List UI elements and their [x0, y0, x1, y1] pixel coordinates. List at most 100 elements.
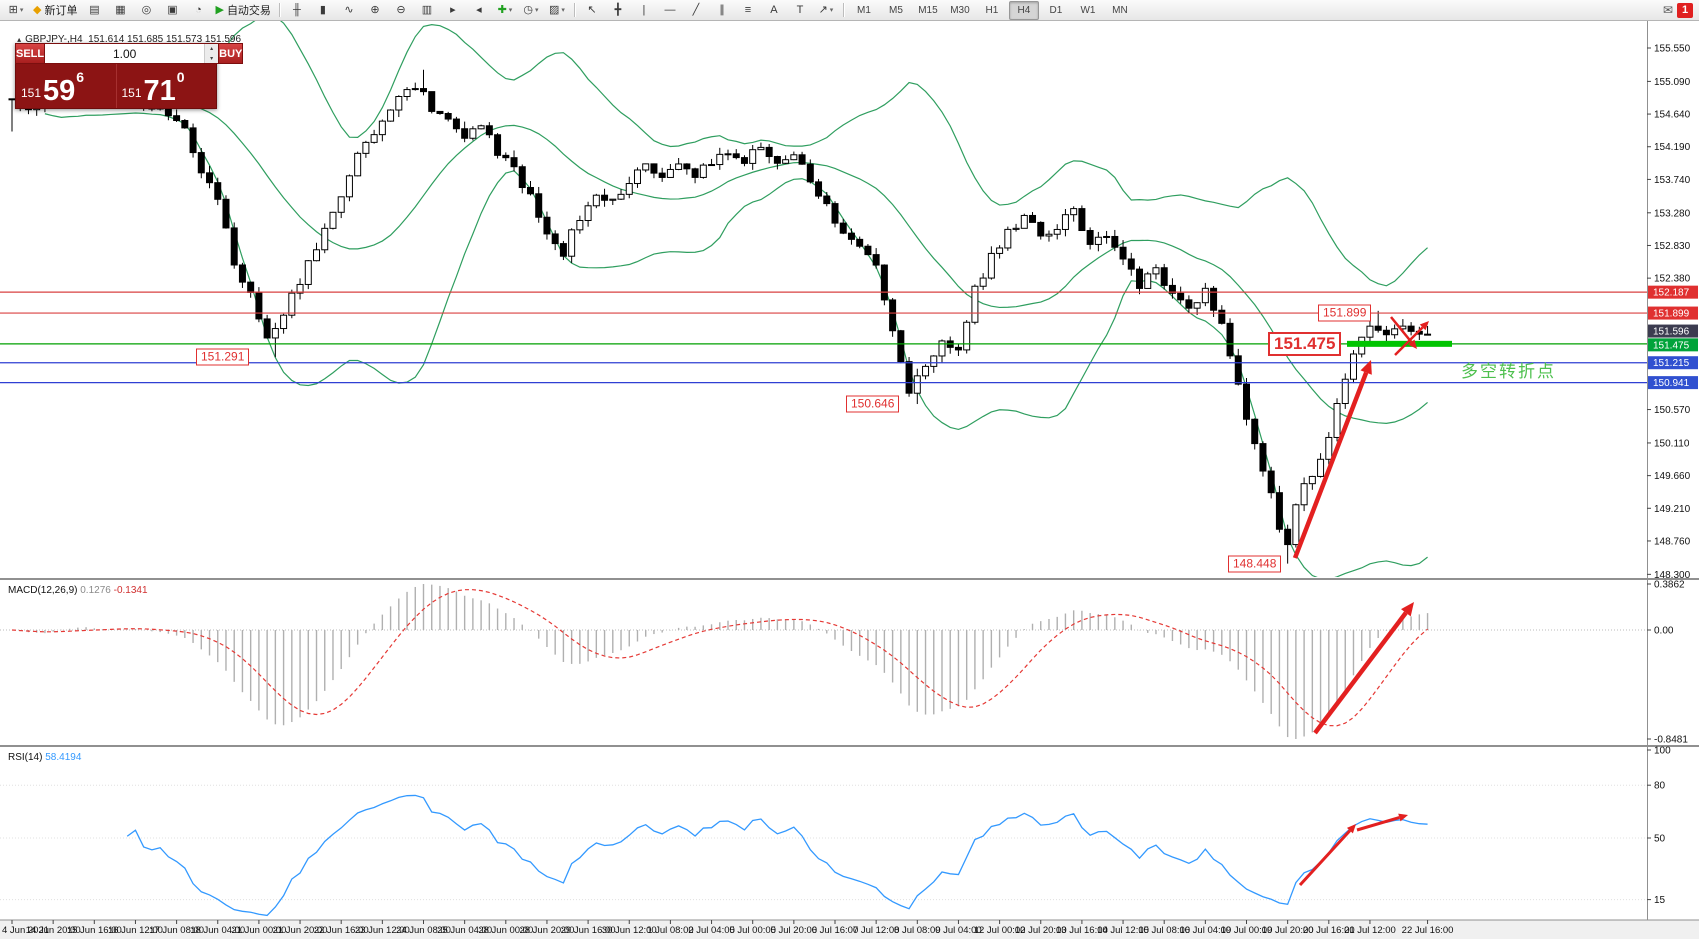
volume-down-icon[interactable]: ▾: [205, 53, 219, 63]
bar-chart-button[interactable]: ╫: [285, 1, 309, 20]
auto-scroll-icon: ▸: [450, 3, 456, 16]
price-callout-151.899[interactable]: 151.899: [1318, 304, 1372, 322]
trend-arrows[interactable]: [1292, 316, 1429, 887]
templates-button-dropdown-icon[interactable]: ▾: [561, 7, 565, 14]
timeframe-h1-button[interactable]: H1: [985, 4, 999, 16]
rsi-axis[interactable]: 100 80 50 15: [1647, 746, 1671, 907]
fibonacci-button[interactable]: ≡: [736, 1, 760, 20]
strategy-tester-button[interactable]: ◔: [186, 1, 210, 20]
timeframe-mn-button[interactable]: MN: [1112, 4, 1128, 16]
autotrading-icon: ▶: [215, 3, 224, 16]
toolbar-separator: [278, 3, 280, 17]
text-icon: A: [770, 3, 778, 16]
candlestick-chart-button[interactable]: ▮: [311, 1, 335, 20]
data-window-icon: ▦: [115, 3, 126, 16]
channel-button[interactable]: ∥: [710, 1, 734, 20]
arrows-button[interactable]: ↗ ▾: [814, 1, 838, 20]
panel-separators[interactable]: [0, 20, 1699, 921]
periods-button-dropdown-icon[interactable]: ▾: [534, 7, 539, 14]
svg-text:28 Jun 20:00: 28 Jun 20:00: [519, 925, 574, 936]
new-order-button[interactable]: ◆ 新订单: [30, 1, 80, 20]
macd-axis[interactable]: 0.3862 0.00 -0.8481: [1647, 580, 1688, 746]
volume-up-icon[interactable]: ▴: [205, 44, 219, 54]
new-chart-button[interactable]: ⊞ ▾: [4, 1, 28, 20]
templates-button[interactable]: ▨ ▾: [545, 1, 569, 20]
terminal-button[interactable]: ▣: [160, 1, 184, 20]
ask-price[interactable]: 151 71 0: [117, 64, 217, 108]
market-watch-icon: ▤: [89, 3, 100, 16]
timeframe-m1-button[interactable]: M1: [856, 4, 871, 16]
svg-text:148.300: 148.300: [1654, 570, 1691, 581]
auto-scroll-button[interactable]: ▸: [441, 1, 465, 20]
svg-text:16 Jun 12:00: 16 Jun 12:00: [108, 925, 163, 936]
svg-text:151.899: 151.899: [1653, 309, 1690, 320]
trendline-icon: ╱: [692, 3, 700, 16]
price-callout-151.475[interactable]: 151.475: [1268, 331, 1342, 356]
zoom-out-button[interactable]: ⊖: [389, 1, 413, 20]
svg-text:5 Jul 00:00: 5 Jul 00:00: [729, 925, 775, 936]
horizontal-line-icon: —: [664, 3, 676, 16]
svg-text:153.740: 153.740: [1654, 175, 1691, 186]
svg-text:20 Jul 16:00: 20 Jul 16:00: [1303, 925, 1355, 936]
timeframe-m15-button[interactable]: M15: [918, 4, 938, 16]
chart-background: [0, 20, 1699, 939]
svg-text:15 Jun 16:00: 15 Jun 16:00: [67, 925, 122, 936]
svg-text:8 Jul 08:00: 8 Jul 08:00: [894, 925, 940, 936]
svg-text:151.215: 151.215: [1653, 358, 1690, 369]
new-chart-button-dropdown-icon[interactable]: ▾: [19, 7, 24, 14]
trendline-button[interactable]: ╱: [684, 1, 708, 20]
timeframe-h4-button[interactable]: H4: [1008, 0, 1039, 20]
chart-shift-button[interactable]: ◂: [467, 1, 491, 20]
tile-windows-button[interactable]: ▥: [415, 1, 439, 20]
zoom-in-button[interactable]: ⊕: [363, 1, 387, 20]
autotrading-button[interactable]: ▶ 自动交易: [212, 1, 273, 20]
volume-input[interactable]: [45, 44, 205, 63]
crosshair-button[interactable]: ╋: [606, 1, 630, 20]
sell-button[interactable]: SELL: [15, 43, 46, 64]
svg-text:152.380: 152.380: [1654, 274, 1691, 285]
price-callout-151.291[interactable]: 151.291: [196, 348, 250, 366]
price-callout-148.448[interactable]: 148.448: [1228, 555, 1282, 573]
bid-price[interactable]: 151 59 6: [16, 64, 117, 108]
market-watch-button[interactable]: ▤: [82, 1, 106, 20]
svg-text:25 Jun 04:00: 25 Jun 04:00: [437, 925, 492, 936]
ask-big-digits: 71: [143, 75, 176, 108]
label-button[interactable]: T: [788, 1, 812, 20]
price-callout-150.646[interactable]: 150.646: [846, 395, 900, 413]
horizontal-line-button[interactable]: —: [658, 1, 682, 20]
svg-text:150.110: 150.110: [1654, 438, 1690, 449]
mailbox-icon[interactable]: ✉: [1662, 3, 1673, 17]
thick-green-line[interactable]: [1347, 340, 1452, 347]
vertical-line-icon: |: [642, 3, 646, 16]
buy-button[interactable]: BUY: [218, 43, 244, 64]
price-axis[interactable]: 155.550 155.090 154.640 154.190 153.740 153.2…: [1647, 44, 1698, 581]
periods-button[interactable]: ◷ ▾: [519, 1, 543, 20]
time-axis-strip[interactable]: [0, 920, 1699, 939]
text-button[interactable]: A: [762, 1, 786, 20]
horizontal-level-lines[interactable]: [0, 291, 1647, 384]
indicators-button[interactable]: ✚ ▾: [493, 1, 517, 20]
line-chart-button[interactable]: ∿: [337, 1, 361, 20]
vertical-line-button[interactable]: |: [632, 1, 656, 20]
chart-shift-icon: ◂: [476, 3, 482, 16]
ask-prefix: 151: [121, 86, 142, 100]
svg-text:155.090: 155.090: [1654, 77, 1691, 88]
data-window-button[interactable]: ▦: [108, 1, 132, 20]
indicators-button-dropdown-icon[interactable]: ▾: [508, 7, 513, 14]
timeframe-m30-button[interactable]: M30: [950, 4, 970, 16]
timeframe-m5-button[interactable]: M5: [888, 4, 903, 16]
cursor-button[interactable]: ↖: [580, 1, 604, 20]
timeframe-w1-button[interactable]: W1: [1080, 4, 1096, 16]
svg-text:5 Jul 20:00: 5 Jul 20:00: [771, 925, 817, 936]
navigator-button[interactable]: ◎: [134, 1, 158, 20]
arrows-button-dropdown-icon[interactable]: ▾: [829, 7, 834, 14]
cursor-icon: ↖: [587, 3, 597, 16]
timeframe-d1-button[interactable]: D1: [1049, 4, 1063, 16]
macd-label: MACD(12,26,9) 0.1276 -0.1341: [8, 585, 148, 596]
collapse-arrow-icon[interactable]: ▴: [17, 35, 22, 44]
notification-badge[interactable]: 1: [1677, 2, 1693, 18]
turning-point-annotation: 多空转折点: [1461, 362, 1556, 381]
